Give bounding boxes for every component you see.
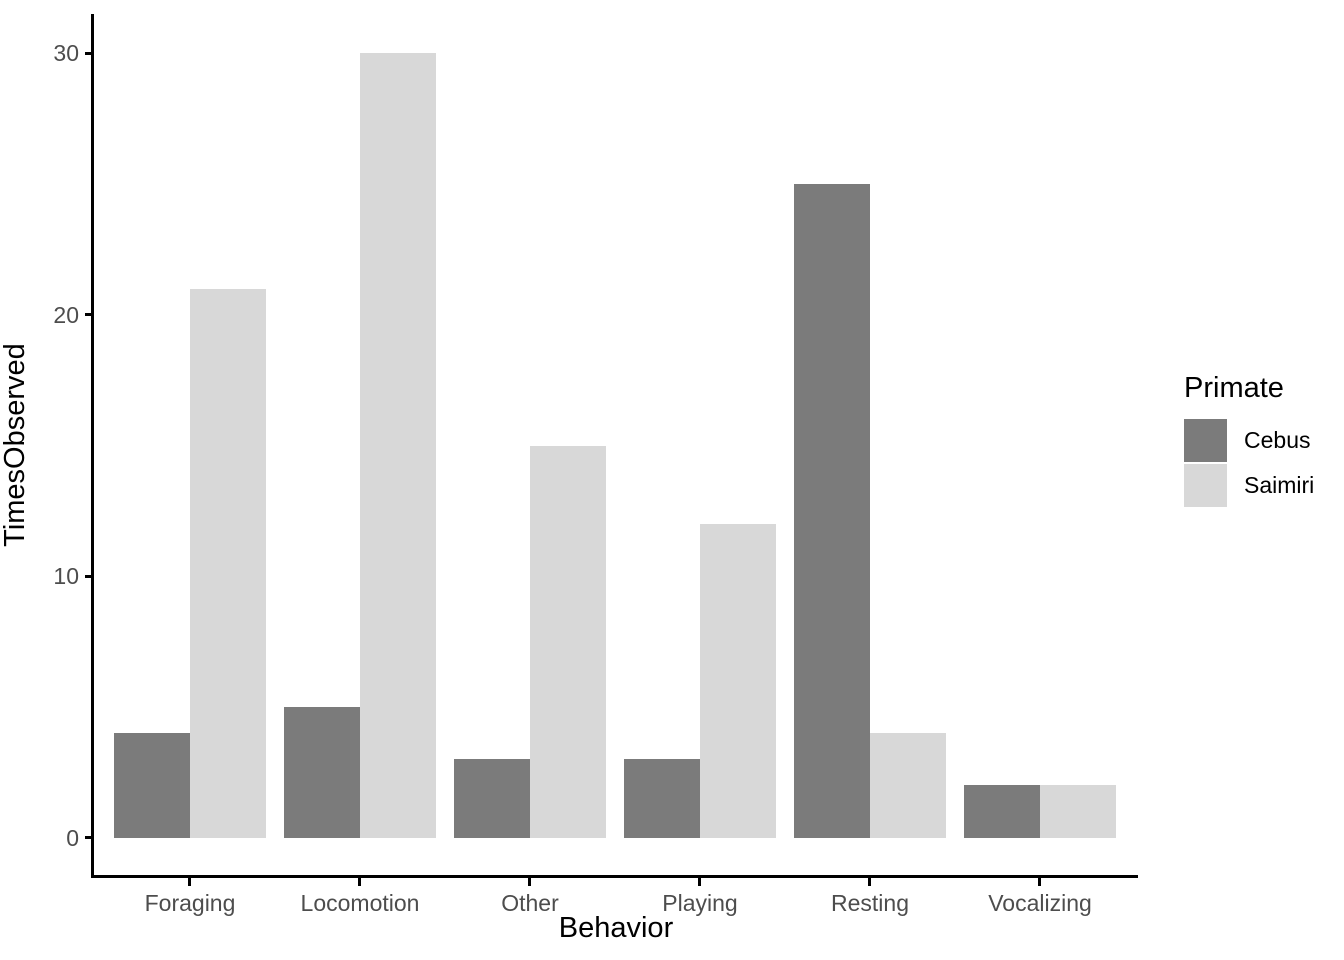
legend-item-cebus: Cebus: [1184, 419, 1314, 462]
x-tick-playing: [698, 877, 701, 886]
bar-saimiri-resting: [870, 733, 946, 838]
bar-cebus-playing: [624, 759, 700, 838]
bar-saimiri-playing: [700, 524, 776, 838]
y-axis-title: TimesObserved: [0, 343, 31, 547]
y-tick-label-0: 0: [66, 825, 79, 851]
bar-cebus-resting: [794, 184, 870, 838]
x-tick-resting: [868, 877, 871, 886]
legend-item-saimiri: Saimiri: [1184, 464, 1314, 507]
y-axis-line: [91, 14, 94, 878]
y-tick-30: [85, 52, 94, 55]
y-tick-label-20: 20: [53, 302, 79, 328]
bar-saimiri-other: [530, 446, 606, 838]
y-tick-label-30: 30: [53, 40, 79, 66]
legend: Primate Cebus Saimiri: [1184, 371, 1314, 507]
bar-cebus-locomotion: [284, 707, 360, 838]
bar-saimiri-vocalizing: [1040, 785, 1116, 838]
legend-label-saimiri: Saimiri: [1244, 472, 1315, 498]
y-tick-20: [85, 313, 94, 316]
y-tick-10: [85, 575, 94, 578]
x-tick-label-resting: Resting: [831, 890, 909, 916]
x-tick-vocalizing: [1038, 877, 1041, 886]
legend-swatch-saimiri: [1184, 464, 1227, 507]
x-tick-other: [528, 877, 531, 886]
bar-saimiri-locomotion: [360, 53, 436, 838]
x-tick-locomotion: [358, 877, 361, 886]
bar-cebus-vocalizing: [964, 785, 1040, 838]
x-tick-label-foraging: Foraging: [144, 890, 236, 916]
legend-items: Cebus Saimiri: [1184, 419, 1314, 507]
legend-title: Primate: [1184, 372, 1284, 404]
x-tick-foraging: [188, 877, 191, 886]
x-axis-line: [91, 875, 1138, 878]
legend-swatch-cebus: [1184, 419, 1227, 462]
bar-saimiri-foraging: [190, 289, 266, 838]
bar-cebus-other: [454, 759, 530, 838]
y-tick-0: [85, 836, 94, 839]
x-axis-title: Behavior: [558, 912, 674, 944]
x-tick-label-other: Other: [501, 890, 559, 916]
x-tick-label-vocalizing: Vocalizing: [988, 890, 1092, 916]
y-tick-label-10: 10: [53, 563, 79, 589]
bar-cebus-foraging: [114, 733, 190, 838]
x-tick-label-locomotion: Locomotion: [300, 890, 420, 916]
x-tick-label-playing: Playing: [662, 890, 738, 916]
legend-label-cebus: Cebus: [1244, 427, 1311, 453]
